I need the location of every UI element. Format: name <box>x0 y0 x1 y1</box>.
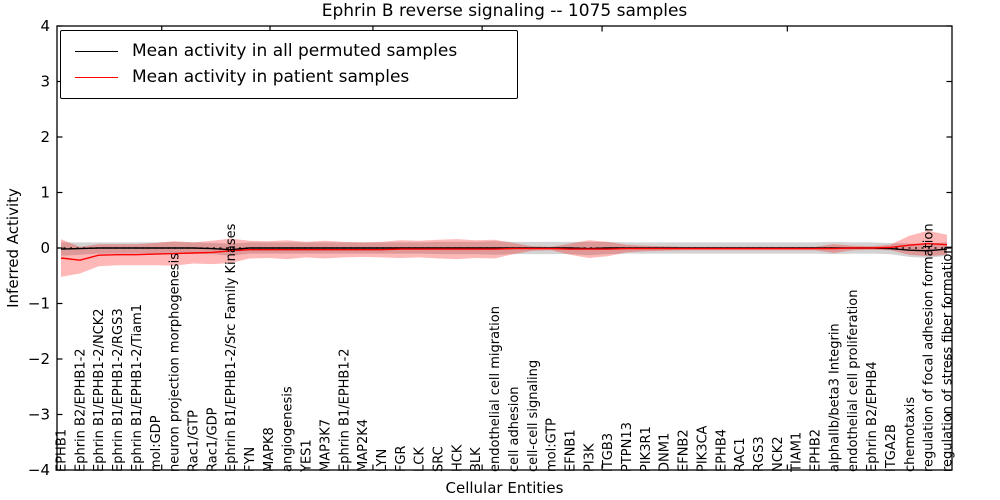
category-label: mol:GTP <box>545 418 560 472</box>
category-label: YES1 <box>300 439 315 473</box>
x-axis-label: Cellular Entities <box>445 479 564 497</box>
category-label: SRC <box>432 446 447 472</box>
category-label: endothelial cell proliferation <box>846 290 861 473</box>
category-label: neuron projection morphogenesis <box>168 253 183 472</box>
category-label: TIAM1 <box>790 432 805 473</box>
category-label: mol:GDP <box>149 415 164 472</box>
category-label: ITGB3 <box>601 433 616 472</box>
category-label: Ephrin B2/EPHB4 <box>865 361 880 472</box>
category-label: LYN <box>375 449 390 472</box>
category-label: RAC1 <box>733 437 748 472</box>
category-label: NCK2 <box>771 436 786 472</box>
permuted-std-band <box>61 241 947 258</box>
category-label: cell adhesion <box>507 386 522 472</box>
category-label: BLK <box>469 447 484 472</box>
category-label: chemotaxis <box>903 397 918 472</box>
category-label: angiogenesis <box>281 386 296 472</box>
legend-item-permuted: Mean activity in all permuted samples <box>75 42 517 61</box>
legend-box: Mean activity in all permuted samples Me… <box>60 30 518 99</box>
y-tick-label: −2 <box>28 350 50 368</box>
category-label: Ephrin B1/EPHB1-2/Tiam1 <box>130 304 145 472</box>
category-label: RGS3 <box>752 436 767 472</box>
category-label: alphaIIb/beta3 Integrin <box>827 323 842 472</box>
category-label: EPHB4 <box>714 429 729 472</box>
category-label: MAP3K7 <box>318 419 333 472</box>
category-label: Ephrin B1/EPHB1-2 <box>337 348 352 472</box>
category-label: Rac1/GTP <box>186 410 201 472</box>
permuted-line-swatch <box>75 51 118 53</box>
y-tick-label: −1 <box>28 295 50 313</box>
patient-std-band <box>61 230 947 277</box>
legend-item-patient: Mean activity in patient samples <box>75 68 517 87</box>
category-label: LCK <box>413 447 428 472</box>
category-label: MAP2K4 <box>356 419 371 472</box>
category-label: FGR <box>394 445 409 472</box>
y-tick-label: 4 <box>40 17 50 35</box>
category-label: cell-cell signaling <box>526 360 541 472</box>
category-label: EPHB1 <box>55 429 70 472</box>
category-label: Ephrin B1/EPHB1-2/NCK2 <box>92 308 107 472</box>
category-label: PTPN13 <box>620 422 635 472</box>
y-tick-label: −3 <box>28 406 50 424</box>
y-tick-label: 0 <box>40 239 50 257</box>
y-tick-label: 1 <box>40 184 50 202</box>
category-label: regulation of focal adhesion formation <box>922 223 937 472</box>
category-label: EFNB2 <box>677 429 692 472</box>
category-label: Ephrin B1/EPHB1-2/RGS3 <box>111 308 126 472</box>
y-tick-label: 2 <box>40 128 50 146</box>
category-label: EFNB1 <box>563 429 578 472</box>
category-label: Ephrin B2/EPHB1-2 <box>73 348 88 472</box>
category-label: Ephrin B1/EPHB1-2/Src Family Kinases <box>224 223 239 472</box>
category-label: PI3K <box>582 443 597 472</box>
category-label: PIK3R1 <box>639 426 654 472</box>
y-tick-label: 3 <box>40 73 50 91</box>
category-label: PIK3CA <box>695 425 710 472</box>
category-label: endothelial cell migration <box>488 306 503 472</box>
category-label: EPHB2 <box>809 429 824 472</box>
category-label: ITGA2B <box>884 424 899 472</box>
patient-line-swatch <box>75 76 118 78</box>
category-label: DNM1 <box>658 433 673 472</box>
y-tick-label: −4 <box>28 461 50 479</box>
legend-label-permuted: Mean activity in all permuted samples <box>132 41 458 62</box>
category-label: FYN <box>243 447 258 472</box>
y-axis-label: Inferred Activity <box>4 188 22 308</box>
category-label: MAPK8 <box>262 427 277 472</box>
patient-mean-line <box>60 242 948 261</box>
legend-label-patient: Mean activity in patient samples <box>132 67 410 87</box>
category-label: HCK <box>450 444 465 472</box>
category-label: Rac1/GDP <box>205 407 220 472</box>
chart-title: Ephrin B reverse signaling -- 1075 sampl… <box>321 1 688 21</box>
